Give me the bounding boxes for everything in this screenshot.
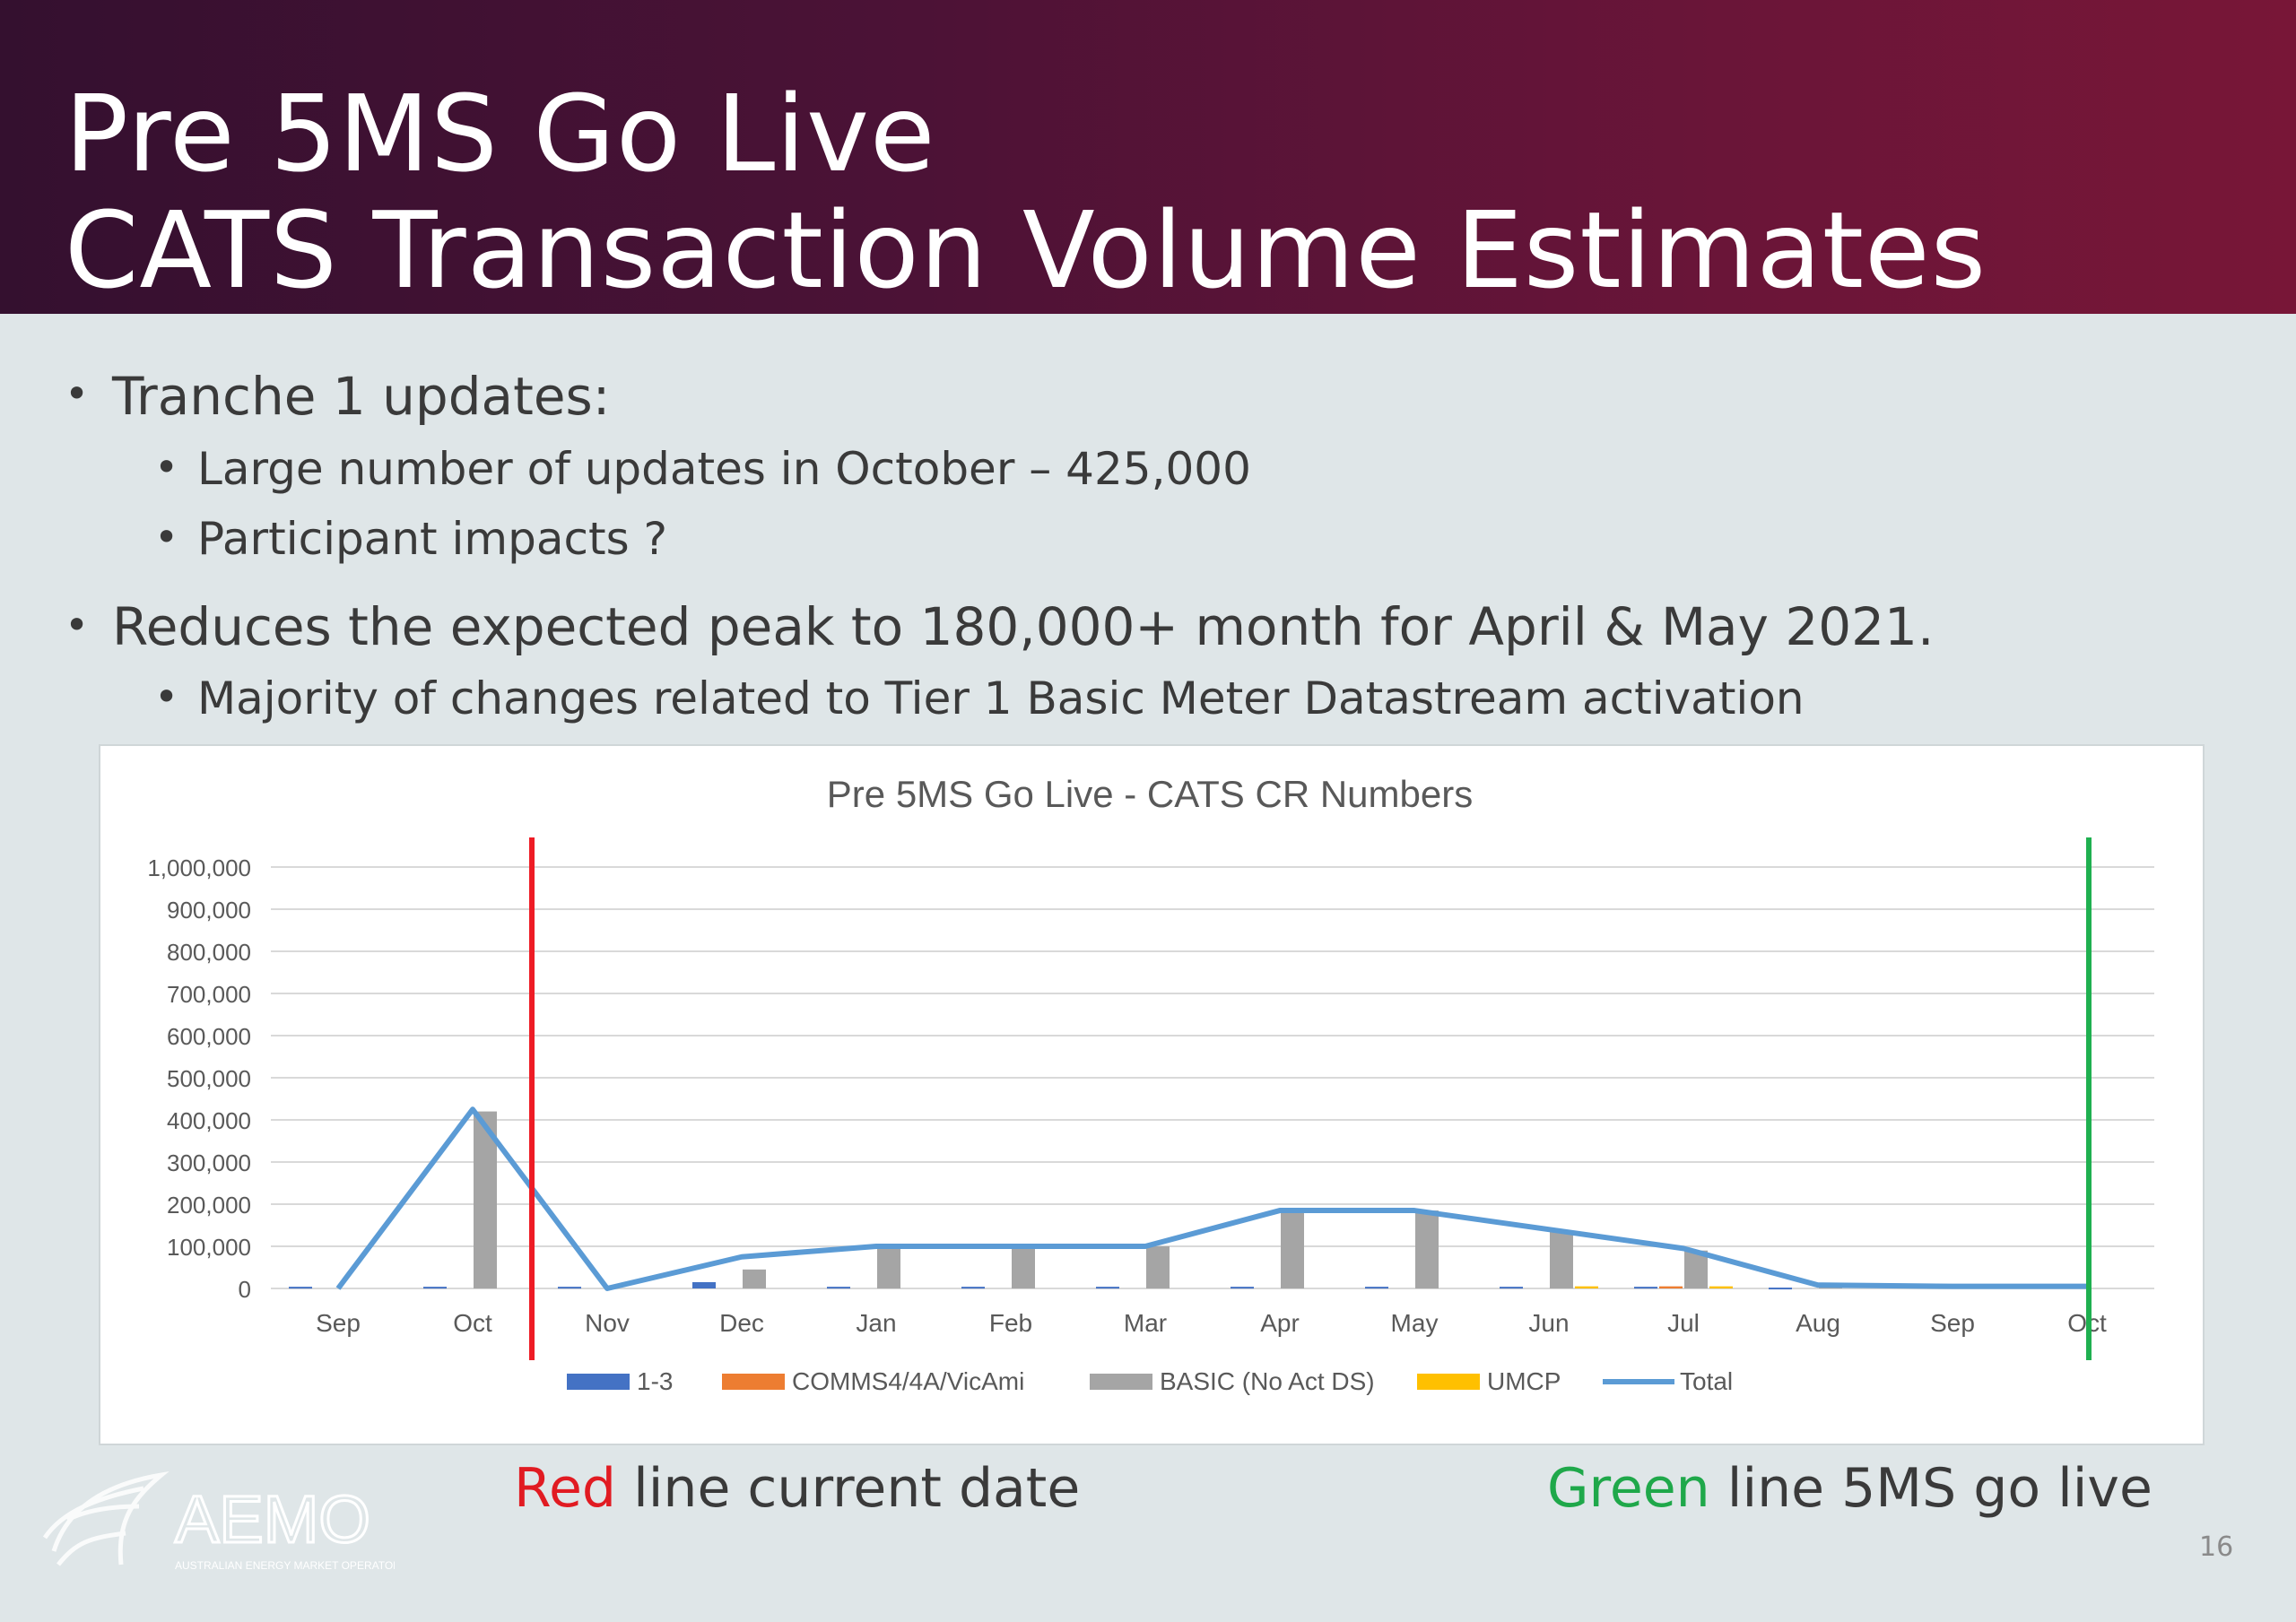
bar-mark (1575, 1286, 1598, 1288)
y-tick-label: 900,000 (167, 897, 251, 924)
bar-mark (961, 1287, 985, 1289)
logo-text: AEMO (175, 1482, 370, 1557)
bar-mark (1415, 1210, 1439, 1288)
bar-mark (1769, 1288, 1792, 1290)
bar-mark (1659, 1286, 1683, 1288)
bar-mark (827, 1287, 850, 1289)
legend-swatch (1090, 1374, 1152, 1390)
legend-label: 1-3 (637, 1367, 673, 1395)
bullet-dot: • (65, 369, 90, 418)
cats-cr-chart: Pre 5MS Go Live - CATS CR Numbers 0 100,0… (147, 773, 2154, 1395)
y-tick-label: 700,000 (167, 981, 251, 1008)
x-tick-label: Sep (1930, 1309, 1975, 1337)
y-tick-label: 1,000,000 (147, 854, 251, 881)
caption-red-word: Red (514, 1457, 616, 1520)
bar-mark (692, 1281, 716, 1288)
chart-container: Pre 5MS Go Live - CATS CR Numbers 0 100,0… (99, 744, 2205, 1445)
y-tick-label: 500,000 (167, 1065, 251, 1092)
x-tick-label: Sep (316, 1309, 361, 1337)
logo-tagline: AUSTRALIAN ENERGY MARKET OPERATOR (175, 1559, 395, 1572)
bar-mark (1500, 1287, 1523, 1289)
page-title-line1: Pre 5MS Go Live (65, 72, 936, 195)
bar-mark (1231, 1287, 1254, 1289)
legend-label: COMMS4/4A/VicAmi (792, 1367, 1024, 1395)
x-tick-label: Jun (1528, 1309, 1569, 1337)
bullet-dot: • (154, 443, 179, 491)
bar-mark (1684, 1250, 1708, 1288)
bullet-dot: • (65, 601, 90, 649)
page-number: 16 (2199, 1531, 2234, 1563)
bar-mark (877, 1246, 900, 1288)
y-tick-label: 300,000 (167, 1149, 251, 1176)
legend-swatch (1417, 1374, 1480, 1390)
x-tick-label: Apr (1260, 1309, 1300, 1337)
bar-mark (1012, 1246, 1035, 1288)
bar-mark (743, 1269, 766, 1288)
bar-mark (1365, 1287, 1388, 1289)
y-tick-label: 100,000 (167, 1234, 251, 1261)
x-tick-label: Dec (719, 1309, 764, 1337)
x-tick-label: Aug (1796, 1309, 1840, 1337)
x-tick-label: Jan (856, 1309, 896, 1337)
page-title-line2: CATS Transaction Volume Estimates (65, 188, 1987, 312)
x-tick-label: Mar (1124, 1309, 1167, 1337)
legend-label: BASIC (No Act DS) (1160, 1367, 1375, 1395)
legend-swatch (722, 1374, 785, 1390)
caption-green-text: line 5MS go live (1709, 1457, 2152, 1520)
aemo-logo: AEMO AUSTRALIAN ENERGY MARKET OPERATOR (42, 1471, 395, 1572)
caption-green-word: Green (1547, 1457, 1710, 1520)
bar-mark (474, 1111, 497, 1288)
y-tick-label: 600,000 (167, 1023, 251, 1050)
caption-green: Green line 5MS go live (1547, 1457, 2152, 1520)
bullet-2-sub-1: Majority of changes related to Tier 1 Ba… (197, 672, 1805, 724)
bullet-dot: • (154, 672, 179, 721)
bar-mark (558, 1287, 581, 1289)
chart-title: Pre 5MS Go Live - CATS CR Numbers (827, 773, 1473, 815)
legend-label: UMCP (1487, 1367, 1561, 1395)
bullet-dot: • (154, 513, 179, 561)
x-tick-label: Nov (585, 1309, 630, 1337)
bar-mark (1709, 1286, 1733, 1288)
caption-red-text: line current date (616, 1457, 1081, 1520)
bar-mark (423, 1287, 447, 1289)
bar-mark (1281, 1210, 1304, 1288)
bullet-1-sub-1: Large number of updates in October – 425… (197, 443, 1251, 495)
y-tick-label: 0 (239, 1276, 251, 1303)
x-tick-label: Jul (1667, 1309, 1700, 1337)
bar-mark (1146, 1246, 1170, 1288)
bar-mark (289, 1287, 312, 1289)
bullet-1: Tranche 1 updates: (112, 366, 611, 427)
bar-mark (1634, 1287, 1657, 1289)
legend-label: Total (1680, 1367, 1733, 1395)
header-banner: Pre 5MS Go Live CATS Transaction Volume … (0, 0, 2296, 314)
y-tick-label: 800,000 (167, 939, 251, 966)
x-tick-label: May (1391, 1309, 1439, 1337)
legend-swatch (567, 1374, 630, 1390)
bar-mark (1096, 1287, 1119, 1289)
bullet-2: Reduces the expected peak to 180,000+ mo… (112, 596, 1935, 657)
y-tick-label: 200,000 (167, 1192, 251, 1219)
x-tick-label: Oct (453, 1309, 492, 1337)
caption-red: Red line current date (514, 1457, 1080, 1520)
x-tick-label: Feb (989, 1309, 1032, 1337)
bar-mark (1550, 1231, 1573, 1288)
total-series-line (335, 1106, 2087, 1291)
bullet-1-sub-2: Participant impacts ? (197, 513, 668, 565)
y-tick-label: 400,000 (167, 1107, 251, 1134)
